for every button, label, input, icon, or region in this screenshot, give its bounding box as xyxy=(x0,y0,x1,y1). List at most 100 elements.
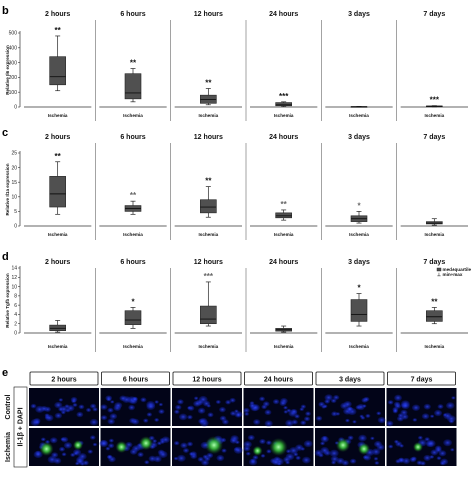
box-12-hours: ** Ischemia xyxy=(198,79,218,119)
x-label: Ischemia xyxy=(349,113,369,118)
control-micrograph xyxy=(386,388,457,427)
nucleus xyxy=(393,408,398,413)
nucleus xyxy=(173,456,179,461)
time-header: 2 hours xyxy=(51,377,76,384)
nucleus xyxy=(58,398,63,402)
time-header: 12 hours xyxy=(192,377,221,384)
box xyxy=(275,102,292,107)
y-tick-label: 0 xyxy=(14,105,17,111)
y-tick-label: 300 xyxy=(9,60,18,66)
y-tick-label: 100 xyxy=(9,90,18,96)
nucleus xyxy=(216,454,225,462)
box-24-hours: Ischemia xyxy=(274,325,294,349)
nucleus xyxy=(219,415,227,421)
il1b-signal xyxy=(73,440,83,451)
legend-box-label: med±quartile xyxy=(443,267,472,272)
nucleus xyxy=(320,435,329,443)
nucleus xyxy=(315,415,323,421)
panel-letter: c xyxy=(2,127,8,139)
x-label: Ischemia xyxy=(424,232,444,237)
nucleus xyxy=(63,442,73,449)
nucleus xyxy=(374,461,380,465)
column-header: 24 hours xyxy=(269,259,298,266)
box xyxy=(49,176,66,208)
nucleus xyxy=(78,404,85,410)
nucleus xyxy=(235,413,241,417)
nucleus xyxy=(158,402,163,407)
time-header-box xyxy=(244,371,313,386)
significance-mark: ** xyxy=(205,177,212,186)
nucleus xyxy=(30,403,37,409)
il1b-signal xyxy=(205,436,223,455)
x-label: Ischemia xyxy=(424,344,444,349)
significance-mark: * xyxy=(357,284,361,293)
x-label: Ischemia xyxy=(123,232,143,237)
box-3-days: * Ischemia xyxy=(349,201,369,237)
legend-box-swatch xyxy=(436,267,442,272)
nucleus xyxy=(303,416,311,422)
nucleus xyxy=(197,407,206,414)
nucleus xyxy=(430,414,435,418)
y-tick-label: 12 xyxy=(11,275,17,281)
nucleus xyxy=(398,457,405,463)
nucleus xyxy=(259,396,266,402)
nucleus xyxy=(394,394,402,401)
y-tick-label: 20 xyxy=(11,165,17,171)
ischemia-micrograph xyxy=(99,428,171,466)
nucleus xyxy=(221,448,227,453)
significance-mark: * xyxy=(131,297,135,306)
column-header: 6 hours xyxy=(120,11,145,18)
x-label: Ischemia xyxy=(198,113,218,118)
nucleus xyxy=(225,399,232,405)
nucleus xyxy=(249,403,256,409)
nucleus xyxy=(148,455,157,462)
nucleus xyxy=(87,449,93,454)
il1b-signal xyxy=(336,438,350,453)
nucleus xyxy=(286,408,292,413)
nucleus xyxy=(114,402,123,409)
column-header: 6 hours xyxy=(120,259,145,266)
y-tick-label: 200 xyxy=(9,75,18,81)
nucleus xyxy=(107,454,113,460)
control-micrograph xyxy=(315,388,386,426)
time-header-box xyxy=(172,371,242,386)
nucleus xyxy=(343,400,352,408)
nucleus xyxy=(109,413,118,420)
nucleus xyxy=(365,413,371,418)
panel-letter: b xyxy=(2,5,9,17)
nucleus xyxy=(352,420,357,424)
column-header: 2 hours xyxy=(45,134,70,141)
panel-e: e 2 hours 6 hours 12 hours 24 hours 3 days 7 d… xyxy=(2,367,457,468)
time-header: 6 hours xyxy=(123,377,148,384)
il1b-signal xyxy=(358,442,370,455)
nucleus xyxy=(346,406,354,413)
nucleus xyxy=(108,443,115,449)
significance-mark: *** xyxy=(204,272,214,281)
nucleus xyxy=(175,404,182,410)
box xyxy=(49,324,66,331)
nucleus xyxy=(324,399,331,404)
nucleus xyxy=(146,412,153,417)
nucleus xyxy=(253,419,261,425)
nucleus xyxy=(51,452,59,458)
nucleus xyxy=(40,437,46,442)
nucleus xyxy=(89,403,97,409)
column-header: 12 hours xyxy=(194,11,223,18)
significance-mark: *** xyxy=(279,92,289,101)
significance-mark: ** xyxy=(205,79,212,88)
nucleus xyxy=(85,407,92,413)
nucleus xyxy=(435,447,442,453)
nucleus xyxy=(34,420,40,425)
box-12-hours: ** Ischemia xyxy=(198,177,218,237)
nucleus xyxy=(290,408,298,415)
nucleus xyxy=(347,435,354,441)
y-tick-label: 500 xyxy=(9,31,18,37)
nucleus xyxy=(300,404,306,409)
significance-mark: ** xyxy=(431,297,438,306)
nucleus xyxy=(437,404,444,409)
nucleus xyxy=(187,441,193,447)
box-2-hours: Ischemia xyxy=(48,320,68,349)
x-label: Ischemia xyxy=(123,113,143,118)
control-micrograph xyxy=(172,388,243,427)
nucleus xyxy=(409,456,417,463)
